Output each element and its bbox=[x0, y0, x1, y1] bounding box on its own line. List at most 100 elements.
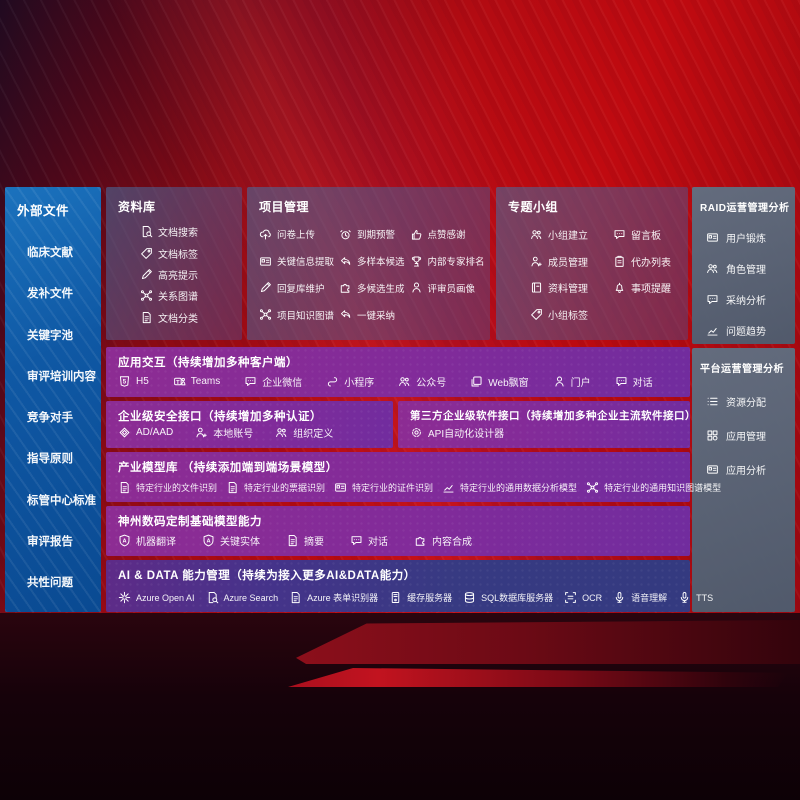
feature-item: OCR bbox=[564, 591, 602, 604]
industry-model-title: 产业模型库 （持续添加端到端场景模型） bbox=[118, 462, 338, 474]
sidebar-item: 竞争对手 bbox=[27, 412, 73, 425]
member-manage-icon bbox=[530, 255, 543, 268]
industry-model-row: 产业模型库 （持续添加端到端场景模型） 特定行业的文件识别 特定行业的票据识别 特定… bbox=[106, 452, 721, 502]
feature-item: 小组标签 bbox=[530, 301, 597, 328]
feature-item: 机器翻译 bbox=[118, 533, 176, 548]
feature-item: 组织定义 bbox=[275, 425, 333, 440]
invoice-recog-icon bbox=[226, 481, 239, 494]
sidebar-item: 临床文献 bbox=[27, 247, 73, 260]
app-manage-icon bbox=[706, 429, 719, 442]
machine-translate-icon bbox=[118, 534, 131, 547]
sql-server-icon bbox=[463, 591, 476, 604]
speech-icon bbox=[613, 591, 626, 604]
feature-item: 回复库维护 bbox=[259, 275, 334, 302]
message-board-icon bbox=[613, 228, 626, 241]
data-library-items: 文档搜索 文档标签 高亮提示 关系图谱 文档分类 bbox=[118, 221, 234, 328]
feature-item: 角色管理 bbox=[700, 261, 791, 276]
raid-operations-title: RAID运营管理分析 bbox=[700, 203, 790, 214]
teams-icon bbox=[173, 375, 186, 388]
cache-server-icon bbox=[389, 591, 402, 604]
feature-item: Azure Open AI bbox=[118, 591, 195, 604]
feature-item: 小组建立 bbox=[530, 221, 597, 248]
enterprise-security-items: AD/AAD 本地账号 组织定义 bbox=[118, 425, 383, 440]
feature-item: 对话 bbox=[350, 533, 388, 548]
dialog-icon bbox=[350, 534, 363, 547]
azure-openai-icon bbox=[118, 591, 131, 604]
feature-item: 高亮提示 bbox=[140, 264, 234, 285]
sidebar-item: 审评报告 bbox=[27, 535, 73, 548]
thirdparty-software-title: 第三方企业级软件接口（持续增加多种企业主流软件接口） bbox=[410, 410, 696, 422]
feature-item: 应用分析 bbox=[700, 462, 791, 477]
resource-alloc-icon bbox=[706, 395, 719, 408]
feature-item: Azure 表单识别器 bbox=[289, 591, 378, 604]
feature-item: 评审员画像 bbox=[410, 275, 485, 302]
project-management-items: 问卷上传 关键信息提取 回复库维护 项目知识图谱 到期预警 多样本候选 多候选生成 一键采纳 点… bbox=[259, 221, 485, 328]
key-entity-icon bbox=[202, 534, 215, 547]
expert-ranking-icon bbox=[410, 255, 423, 268]
relation-graph-icon bbox=[140, 289, 153, 302]
sidebar-item: 发补文件 bbox=[27, 288, 73, 301]
bottom-red-trapezoid bbox=[296, 620, 800, 664]
feature-item: 特定行业的文件识别 bbox=[118, 481, 217, 494]
feature-item: 关键信息提取 bbox=[259, 248, 334, 275]
content-compose-icon bbox=[414, 534, 427, 547]
base-model-items: 机器翻译 关键实体 摘要 对话 内容合成 bbox=[118, 533, 680, 548]
feature-item: 留言板 bbox=[613, 221, 680, 248]
project-management-panel: 项目管理 问卷上传 关键信息提取 回复库维护 项目知识图谱 到期预警 多样本候选 多候选生成… bbox=[247, 187, 490, 340]
platform-operations-title: 平台运营管理分析 bbox=[700, 364, 784, 375]
feature-item: 一键采纳 bbox=[339, 301, 405, 328]
feature-item: 小程序 bbox=[326, 374, 374, 389]
org-define-icon bbox=[275, 426, 288, 439]
file-recog-icon bbox=[118, 481, 131, 494]
feature-item: 特定行业的票据识别 bbox=[226, 481, 325, 494]
one-click-adopt-icon bbox=[339, 308, 352, 321]
doc-category-icon bbox=[140, 311, 153, 324]
sidebar-item: 审评培训内容 bbox=[27, 370, 96, 383]
app-interaction-title: 应用交互（持续增加多种客户端） bbox=[118, 357, 298, 369]
feature-item: 公众号 bbox=[398, 374, 446, 389]
ai-data-row: AI & DATA 能力管理（持续为接入更多AI&DATA能力） Azure O… bbox=[106, 560, 713, 612]
external-files-title: 外部文件 bbox=[17, 204, 70, 218]
feature-item: 摘要 bbox=[286, 533, 324, 548]
feature-item: 资料管理 bbox=[530, 275, 597, 302]
sidebar-item: 共性问题 bbox=[27, 576, 73, 589]
official-account-icon bbox=[398, 375, 411, 388]
raid-operations-items: 用户锻炼 角色管理 采纳分析 问题趋势 bbox=[700, 214, 791, 338]
reply-lib-icon bbox=[259, 281, 272, 294]
issue-trend-icon bbox=[706, 324, 719, 337]
reminder-icon bbox=[613, 281, 626, 294]
feature-item: 问卷上传 bbox=[259, 221, 334, 248]
feature-item: SQL数据库服务器 bbox=[463, 591, 553, 604]
data-library-title: 资料库 bbox=[118, 200, 156, 214]
thirdparty-software-row: 第三方企业级软件接口（持续增加多种企业主流软件接口） API自动化设计器 bbox=[398, 401, 696, 448]
group-tag-icon bbox=[530, 308, 543, 321]
platform-operations-items: 资源分配 应用管理 应用分析 bbox=[700, 375, 791, 477]
dialog-icon bbox=[615, 375, 628, 388]
portal-icon bbox=[553, 375, 566, 388]
web-popup-icon bbox=[470, 375, 483, 388]
sidebar-item: 指导原则 bbox=[27, 453, 73, 466]
feature-item: 成员管理 bbox=[530, 248, 597, 275]
feature-item: Azure Search bbox=[206, 591, 278, 604]
cloud-upload-icon bbox=[259, 228, 272, 241]
thirdparty-software-items: API自动化设计器 bbox=[410, 425, 680, 440]
feature-item: 特定行业的通用数据分析模型 bbox=[442, 481, 577, 494]
base-model-row: 神州数码定制基础模型能力 机器翻译 关键实体 摘要 对话 内容合成 bbox=[106, 506, 690, 556]
app-interaction-items: H5 Teams 企业微信 小程序 公众号 Web飘窗 门户 对话 bbox=[118, 374, 680, 389]
thumbs-up-icon bbox=[410, 228, 423, 241]
feature-item: 对话 bbox=[615, 374, 653, 389]
feature-item: 应用管理 bbox=[700, 428, 791, 443]
feature-item: 缓存服务器 bbox=[389, 591, 452, 604]
sidebar-item: 标管中心标准 bbox=[27, 494, 96, 507]
due-alarm-icon bbox=[339, 228, 352, 241]
role-manage-icon bbox=[706, 262, 719, 275]
sidebar-item: 关键字池 bbox=[27, 329, 73, 342]
ai-data-items: Azure Open AI Azure Search Azure 表单识别器 缓存服务… bbox=[118, 591, 713, 604]
app-interaction-row: 应用交互（持续增加多种客户端） H5 Teams 企业微信 小程序 公众号 Web飘窗 门户… bbox=[106, 347, 690, 397]
cert-recog-icon bbox=[334, 481, 347, 494]
feature-item: 采纳分析 bbox=[700, 292, 791, 307]
external-files-panel: 外部文件 临床文献发补文件关键字池审评培训内容 竞争对手指导原则标管中心标准 审评报… bbox=[5, 187, 101, 612]
reviewer-portrait-icon bbox=[410, 281, 423, 294]
feature-item: 门户 bbox=[553, 374, 591, 389]
